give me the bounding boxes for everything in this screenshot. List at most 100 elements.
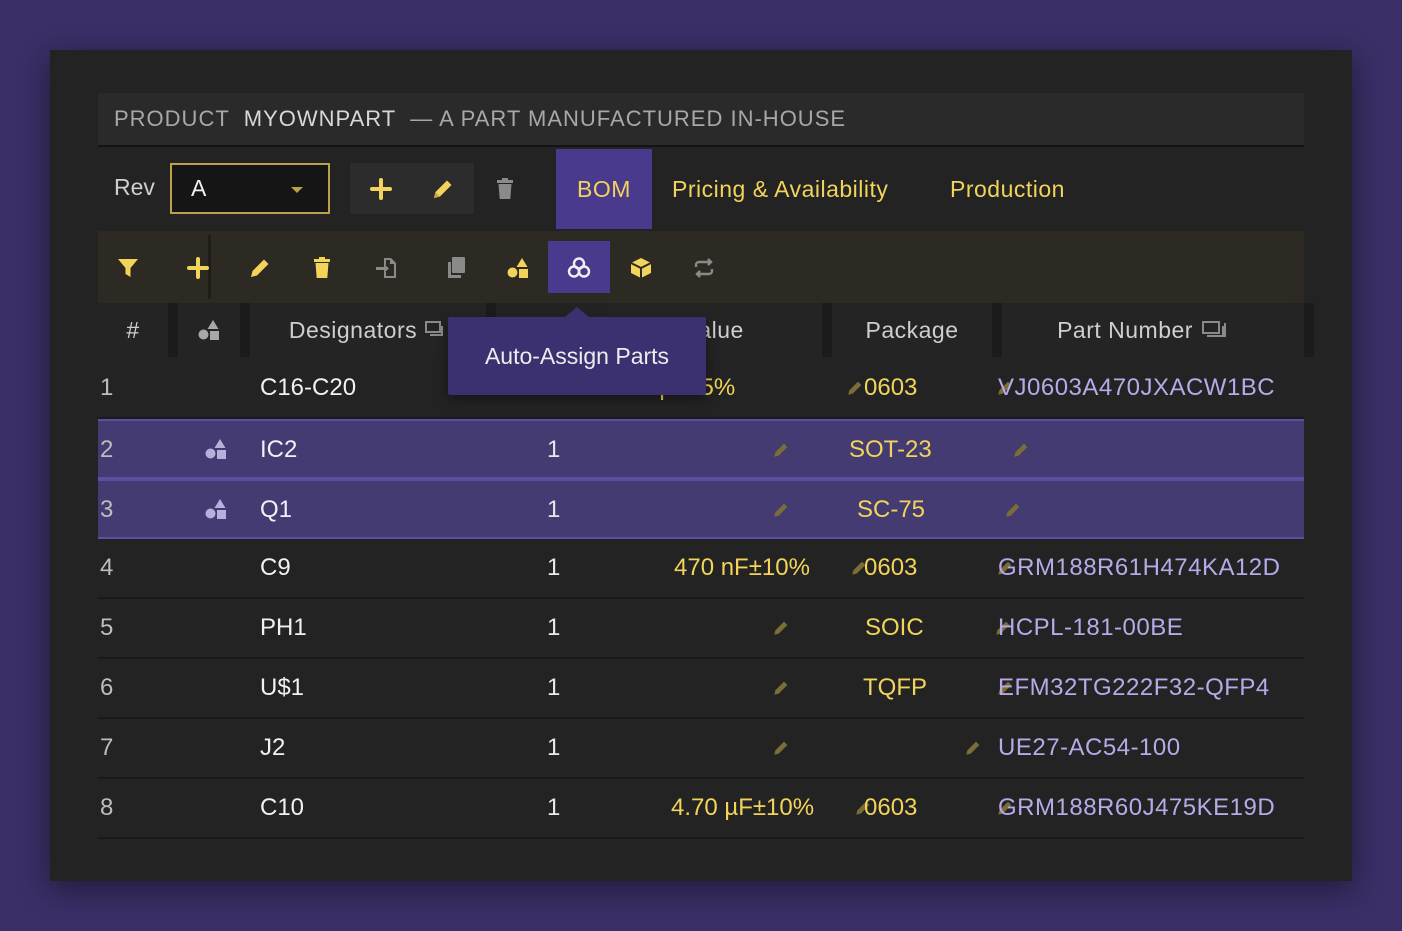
table-row[interactable]: 2 IC2 1 SOT-23 — [98, 419, 1304, 479]
edit-row-button[interactable] — [246, 254, 274, 282]
edit-package-icon[interactable] — [1004, 501, 1022, 519]
tab-bom-label: BOM — [577, 175, 631, 202]
row-designators: IC2 — [260, 436, 298, 463]
row-designators: C16-C20 — [260, 374, 357, 401]
edit-value-icon[interactable] — [772, 441, 790, 459]
edit-value-icon[interactable] — [772, 501, 790, 519]
trash-icon — [497, 178, 513, 199]
row-part-number[interactable]: EFM32TG222F32-QFP4 — [998, 674, 1270, 701]
edit-value-icon[interactable] — [850, 559, 868, 577]
column-header-package[interactable]: Package — [832, 303, 992, 357]
edit-value-icon[interactable] — [846, 379, 864, 397]
row-package: SOT-23 — [849, 436, 932, 463]
edit-package-icon[interactable] — [996, 679, 1014, 697]
row-part-number[interactable] — [998, 421, 1298, 479]
auto-assign-icon — [567, 257, 591, 278]
edit-value-icon[interactable] — [772, 619, 790, 637]
swap-button[interactable] — [690, 254, 718, 282]
edit-revision-button[interactable] — [430, 176, 456, 202]
edit-value-icon[interactable] — [854, 799, 872, 817]
column-header-part-number[interactable]: Part Number — [1002, 303, 1286, 357]
row-designators: Q1 — [260, 496, 293, 523]
trash-icon — [314, 257, 330, 278]
row-number: 7 — [100, 734, 114, 761]
pencil-icon — [251, 259, 269, 277]
tooltip-label: Auto-Assign Parts — [484, 342, 670, 369]
edit-value-icon[interactable] — [772, 679, 790, 697]
row-value: 470 nF±10% — [674, 554, 810, 581]
edit-package-icon[interactable] — [1012, 441, 1030, 459]
row-package: 0603 — [864, 374, 918, 401]
edit-package-icon[interactable] — [996, 559, 1014, 577]
row-package: 0603 — [864, 554, 918, 581]
import-button[interactable] — [372, 254, 400, 282]
delete-revision-button[interactable] — [493, 176, 517, 202]
import-icon — [376, 258, 396, 278]
column-header-number[interactable]: # — [98, 303, 168, 357]
edit-value-icon[interactable] — [772, 739, 790, 757]
rev-value: A — [191, 175, 207, 201]
row-number: 4 — [100, 554, 114, 581]
package-button[interactable] — [627, 254, 655, 282]
edit-package-icon[interactable] — [996, 379, 1014, 397]
row-part-number[interactable]: GRM188R60J475KE19D — [998, 794, 1276, 821]
tab-pricing[interactable]: Pricing & Availability — [672, 149, 888, 229]
tab-bom[interactable]: BOM — [556, 149, 652, 229]
table-row[interactable]: 8 C10 1 4.70 µF±10% 0603 GRM188R60J475KE… — [98, 779, 1304, 839]
edit-package-icon[interactable] — [996, 799, 1014, 817]
row-part-number[interactable]: VJ0603A470JXACW1BC — [998, 374, 1276, 401]
row-designators: PH1 — [260, 614, 307, 641]
row-package: SC-75 — [857, 496, 926, 523]
add-revision-button[interactable] — [368, 176, 394, 202]
shapes-button[interactable] — [504, 254, 532, 282]
sort-icon — [425, 321, 444, 336]
row-part-number[interactable]: GRM188R61H474KA12D — [998, 554, 1281, 581]
edit-package-icon[interactable] — [994, 619, 1012, 637]
tab-production[interactable]: Production — [950, 149, 1065, 229]
toolbar-active-indicator — [548, 241, 610, 293]
table-row[interactable]: 3 Q1 1 SC-75 — [98, 479, 1304, 539]
row-quantity: 1 — [547, 554, 561, 581]
table-row[interactable]: 4 C9 1 470 nF±10% 0603 GRM188R61H474KA12… — [98, 539, 1304, 599]
row-part-number[interactable]: HCPL-181-00BE — [998, 614, 1184, 641]
row-number: 6 — [100, 674, 114, 701]
copy-button[interactable] — [442, 254, 470, 282]
edit-package-icon[interactable] — [964, 739, 982, 757]
product-name: MYOWNPART — [243, 106, 397, 131]
plus-icon — [370, 178, 392, 200]
row-designators: C9 — [260, 554, 291, 581]
auto-assign-tooltip: Auto-Assign Parts — [448, 307, 706, 395]
row-part-number[interactable] — [998, 481, 1298, 539]
column-divider — [822, 303, 832, 357]
add-row-button[interactable] — [184, 254, 212, 282]
column-header-designators[interactable]: Designators — [250, 303, 486, 357]
bom-window: PRODUCT MYOWNPART — A PART MANUFACTURED … — [50, 50, 1352, 881]
filter-icon — [118, 259, 138, 277]
swap-icon — [694, 258, 714, 278]
table-row[interactable]: 1 C16-C20 1 47 pF±5% 0603 VJ0603A470JXAC… — [98, 359, 1304, 419]
table-row[interactable]: 6 U$1 1 TQFP EFM32TG222F32-QFP4 — [98, 659, 1304, 719]
row-quantity: 1 — [547, 734, 561, 761]
shapes-icon — [198, 320, 219, 340]
row-designators: C10 — [260, 794, 305, 821]
rev-label: Rev — [114, 174, 155, 200]
sort-icon — [1201, 321, 1226, 337]
filter-button[interactable] — [114, 254, 142, 282]
column-divider — [1304, 303, 1314, 357]
pencil-icon — [434, 180, 452, 198]
table-row[interactable]: 5 PH1 1 SOIC HCPL-181-00BE — [98, 599, 1304, 659]
row-part-number[interactable]: UE27-AC54-100 — [998, 734, 1181, 761]
table-row[interactable]: 7 J2 1 UE27-AC54-100 — [98, 719, 1304, 779]
row-value: 4.70 µF±10% — [671, 794, 815, 821]
column-header-assigned[interactable] — [178, 303, 240, 357]
column-header-designators-label: Designators — [288, 316, 418, 343]
delete-row-button[interactable] — [308, 254, 336, 282]
rev-select[interactable]: A — [170, 163, 330, 214]
column-header-number-label: # — [126, 316, 140, 343]
package-icon — [630, 258, 652, 278]
row-package: TQFP — [863, 674, 927, 701]
column-divider — [240, 303, 250, 357]
auto-assign-button[interactable] — [565, 254, 593, 282]
chevron-down-icon — [291, 187, 303, 193]
row-quantity: 1 — [547, 614, 561, 641]
